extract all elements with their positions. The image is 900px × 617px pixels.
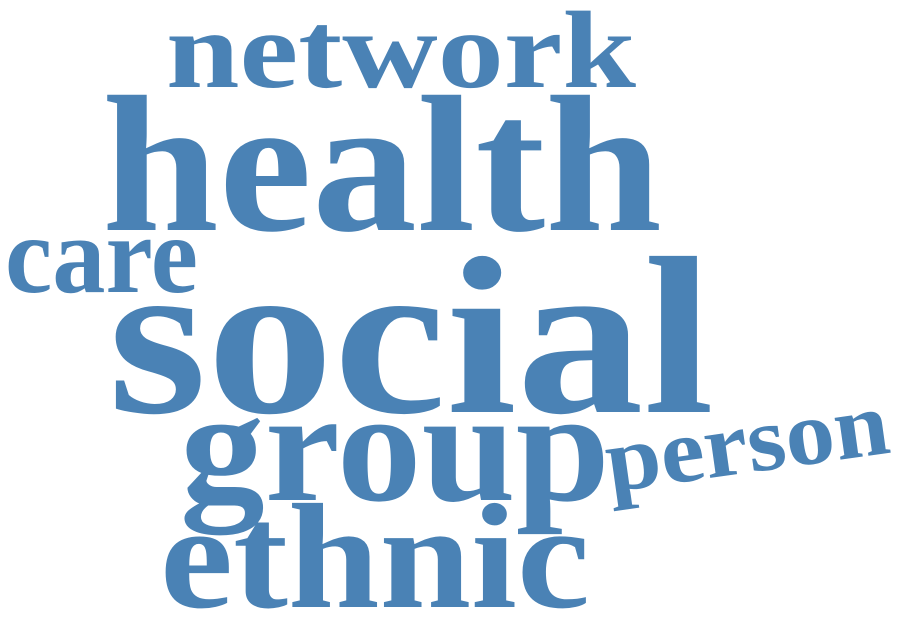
word-network: network (166, 0, 637, 111)
word-ethnic: ethnic (160, 474, 590, 617)
word-social: social (108, 211, 714, 461)
word-care: care (5, 194, 198, 316)
word-group: group (180, 357, 610, 536)
word-health: health (102, 57, 662, 273)
